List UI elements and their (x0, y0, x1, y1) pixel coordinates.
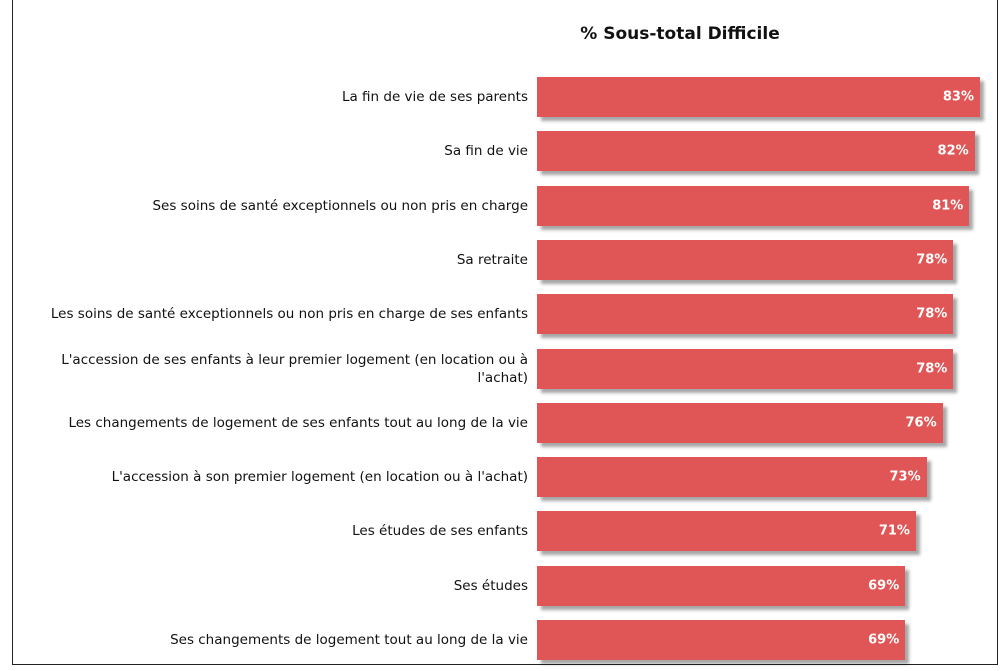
category-label: Les soins de santé exceptionnels ou non … (50, 306, 528, 323)
bar (537, 620, 906, 660)
bar (537, 348, 954, 389)
value-label: 78% (916, 252, 948, 268)
bar (537, 402, 943, 443)
bar (537, 185, 970, 226)
frame (12, 0, 998, 665)
bar (537, 565, 906, 606)
bar (537, 77, 980, 117)
bar (537, 131, 975, 172)
category-label: L'accession à son premier logement (en l… (111, 469, 528, 486)
value-label: 81% (932, 198, 964, 214)
value-label: 73% (889, 469, 921, 485)
category-label: Sa retraite (456, 251, 528, 268)
category-label: Les études de ses enfants (352, 523, 528, 540)
category-label: Ses changements de logement tout au long… (170, 632, 528, 648)
chart-title: % Sous-total Difficile (580, 24, 780, 44)
bar (537, 239, 954, 280)
value-label: 82% (937, 143, 969, 159)
category-label: L'accession de ses enfants à leur premie… (61, 351, 528, 386)
category-label: La fin de vie de ses parents (341, 89, 528, 105)
bar (537, 511, 916, 552)
category-label: Les changements de logement de ses enfan… (68, 414, 528, 431)
value-label: 71% (878, 523, 910, 539)
bar (537, 294, 954, 335)
value-label: 78% (916, 361, 948, 376)
category-label: Sa fin de vie (444, 143, 528, 160)
value-label: 69% (868, 578, 900, 594)
value-label: 76% (905, 415, 937, 431)
category-label: Ses soins de santé exceptionnels ou non … (152, 197, 528, 214)
value-label: 78% (916, 306, 948, 322)
bar (537, 457, 927, 498)
category-label: Ses études (453, 577, 528, 594)
value-label: 69% (868, 632, 900, 648)
value-label: 83% (942, 89, 974, 105)
